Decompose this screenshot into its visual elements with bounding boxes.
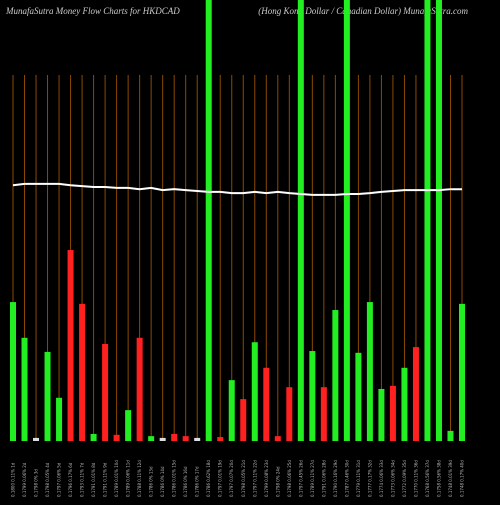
x-tick-label: 0.1748 0.17% 40d bbox=[460, 460, 465, 497]
x-tick-label: 0.1797 0.06% 5d bbox=[57, 462, 62, 497]
x-tick-label: 0.1758 0.56% 38d bbox=[436, 460, 441, 497]
bar bbox=[424, 0, 431, 441]
bar bbox=[217, 437, 224, 441]
bar bbox=[113, 434, 120, 441]
bar bbox=[10, 302, 16, 441]
x-tick-label: 0.1786 0.01% 15d bbox=[172, 460, 177, 497]
bar bbox=[389, 385, 396, 441]
bar bbox=[401, 367, 408, 441]
x-tick-label: 0.1790 0.16% 29d bbox=[333, 460, 338, 497]
x-tick-label: 0.1772 0.09% 35d bbox=[402, 460, 407, 497]
x-tick-label: 0.1791 0.06% 28d bbox=[321, 460, 326, 497]
x-tick-label: 0.1789 0.11% 27d bbox=[310, 460, 315, 497]
x-tick-label: 0.1789 0.01% 10d bbox=[114, 460, 119, 497]
bar bbox=[182, 436, 189, 441]
bar bbox=[148, 436, 155, 441]
bar bbox=[378, 388, 385, 441]
x-tick-label: 0.1786 0% 14d bbox=[160, 466, 165, 497]
bar bbox=[366, 302, 373, 441]
bar bbox=[274, 436, 281, 441]
bar bbox=[286, 387, 293, 441]
x-tick-label: 0.1786 0% 17d bbox=[195, 466, 200, 497]
x-tick-label: 0.1798 0.06% 25d bbox=[287, 460, 292, 497]
bar bbox=[33, 437, 40, 441]
x-tick-label: 0.1777 0.17% 32d bbox=[367, 460, 372, 497]
bar bbox=[205, 0, 212, 441]
bar bbox=[171, 433, 178, 441]
bar bbox=[240, 399, 247, 441]
x-tick-label: 0.1797 0.45% 26d bbox=[298, 460, 303, 497]
x-tick-label: 0.1797 0.07% 20d bbox=[229, 460, 234, 497]
x-tick-label: 0.1770 0.11% 36d bbox=[413, 460, 418, 497]
x-tick-label: 0.1748 0.01% 39d bbox=[448, 460, 453, 497]
bar bbox=[21, 337, 28, 441]
money-flow-line bbox=[12, 182, 462, 196]
bar bbox=[320, 387, 327, 441]
x-tick-label: 0.1786 0% 13d bbox=[149, 466, 154, 497]
bar bbox=[90, 433, 97, 441]
chart-subtitle: (Hong Kong Dollar / Canadian Dollar) Mun… bbox=[258, 6, 468, 16]
bar bbox=[251, 342, 258, 441]
x-tick-label: 0.1798 0% 24d bbox=[275, 466, 280, 497]
x-tick-label: 0.1779 0.11% 31d bbox=[356, 460, 361, 497]
x-tick-label: 0.1773 0.06% 34d bbox=[390, 460, 395, 497]
x-tick-label: 0.1797 0.01% 19d bbox=[218, 460, 223, 497]
x-tick-label: 0.1774 0.06% 33d bbox=[379, 460, 384, 497]
bar bbox=[228, 380, 235, 441]
bar bbox=[435, 0, 442, 441]
x-tick-label: 0.1791 0.11% 9d bbox=[103, 462, 108, 497]
x-tick-label: 0.1796 0.17% 6d bbox=[68, 462, 73, 497]
x-tick-label: 0.1799 0.06% 2d bbox=[22, 462, 27, 497]
bar bbox=[459, 303, 465, 441]
x-tick-label: 0.1788 0.11% 12d bbox=[137, 460, 142, 497]
bar bbox=[343, 0, 350, 441]
bar bbox=[297, 0, 304, 441]
chart-title: MunafaSutra Money Flow Charts for HKDCAD bbox=[5, 6, 180, 16]
x-tick-label: 0.1791 0.01% 8d bbox=[91, 462, 96, 497]
x-tick-label: 0.1797 0.11% 22d bbox=[252, 460, 257, 497]
bar bbox=[79, 303, 86, 441]
bar bbox=[56, 397, 63, 441]
bar bbox=[263, 367, 270, 441]
x-tick-label: 0.1798 0.05% 21d bbox=[241, 460, 246, 497]
bar bbox=[194, 437, 201, 441]
x-tick-label: 0.1798 0% 3d bbox=[34, 469, 39, 497]
bar bbox=[44, 351, 51, 441]
x-tick-label: 0.1793 0.11% 7d bbox=[80, 462, 85, 497]
bar bbox=[412, 347, 419, 441]
bar bbox=[67, 250, 74, 441]
x-tick-label: 0.1799 0.08% 23d bbox=[264, 460, 269, 497]
bar bbox=[136, 337, 143, 441]
x-tick-label: 0.1787 0.46% 30d bbox=[344, 460, 349, 497]
bar bbox=[332, 310, 339, 441]
bar bbox=[447, 430, 454, 441]
x-tick-label: 0.1786 0.62% 18d bbox=[206, 460, 211, 497]
bar bbox=[102, 343, 109, 441]
x-tick-label: 0.1798 0.05% 4d bbox=[45, 462, 50, 497]
bar bbox=[125, 410, 132, 441]
x-tick-label: 0.1786 0% 16d bbox=[183, 466, 188, 497]
x-tick-label: 0.1768 0.56% 37d bbox=[425, 460, 430, 497]
bar bbox=[159, 437, 166, 441]
x-tick-label: 0.1789 0.06% 11d bbox=[126, 460, 131, 497]
x-tick-label: 0.1800 0.11% 1d bbox=[11, 462, 16, 497]
bar bbox=[355, 352, 362, 441]
bar bbox=[309, 351, 316, 441]
